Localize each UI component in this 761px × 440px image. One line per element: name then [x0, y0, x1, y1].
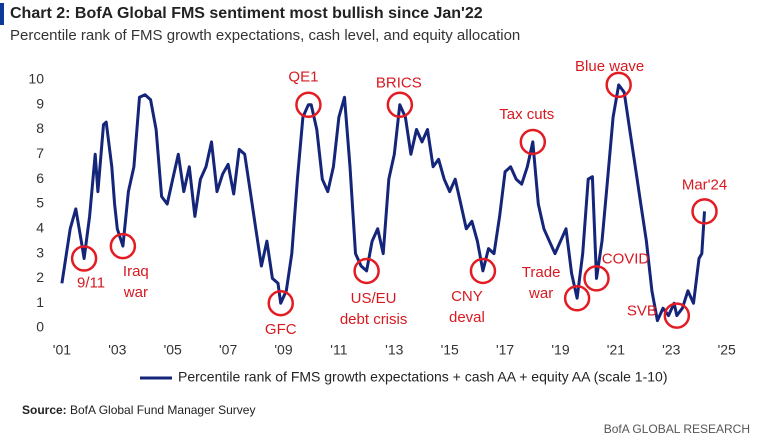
x-tick-label: '17: [496, 342, 514, 358]
y-tick-label: 10: [28, 71, 44, 87]
x-tick-label: '07: [219, 342, 237, 358]
annotation: BRICS: [376, 75, 422, 92]
annotation-circle: [267, 289, 294, 317]
x-tick-label: '05: [164, 342, 182, 358]
series-line: [60, 83, 706, 323]
source-label: Source:: [22, 403, 67, 417]
annotation-circle: [663, 302, 691, 329]
annotation: GFC: [265, 321, 297, 338]
annotation-circle: [583, 265, 610, 292]
x-tick-label: '25: [718, 342, 736, 358]
y-tick-label: 8: [36, 120, 44, 136]
y-tick-label: 0: [36, 319, 44, 335]
annotation: 9/11: [77, 275, 105, 292]
x-tick-label: '21: [607, 342, 625, 358]
annotation-circle: [295, 91, 322, 118]
annotation-circle: [353, 257, 380, 285]
annotation: Trade: [522, 264, 561, 281]
y-tick-label: 3: [36, 244, 44, 260]
x-tick-label: '01: [53, 342, 71, 358]
annotation: war: [528, 285, 553, 302]
annotation: deval: [449, 309, 485, 326]
annotation: Mar'24: [682, 176, 727, 193]
x-tick-label: '15: [441, 342, 459, 358]
annotation-circle: [691, 198, 718, 225]
chart-title: Chart 2: BofA Global FMS sentiment most …: [10, 5, 483, 22]
source: BofA Global Fund Manager Survey: [70, 403, 255, 417]
annotation: CNY: [451, 288, 483, 305]
y-tick-label: 9: [36, 95, 44, 111]
annotation: SVB: [627, 303, 657, 320]
x-tick-label: '11: [330, 342, 347, 358]
annotation-circle: [70, 245, 98, 272]
annotation-circle: [109, 232, 137, 260]
chart-subtitle: Percentile rank of FMS growth expectatio…: [10, 27, 520, 44]
x-tick-label: '13: [385, 342, 403, 358]
y-tick-label: 6: [36, 170, 44, 186]
x-tick-label: '19: [551, 342, 569, 358]
annotation-circle: [469, 257, 497, 285]
x-tick-label: '09: [274, 342, 292, 358]
annotation-circle: [563, 284, 591, 312]
y-tick-label: 5: [36, 195, 44, 211]
x-tick-label: '03: [108, 342, 126, 358]
legend-label: Percentile rank of FMS growth expectatio…: [178, 369, 667, 385]
annotation: Tax cuts: [499, 106, 554, 123]
annotation-circle: [519, 128, 547, 156]
y-tick-label: 2: [36, 269, 44, 285]
annotation: QE1: [288, 69, 318, 86]
annotation-circle: [386, 91, 414, 118]
y-tick-label: 7: [36, 145, 44, 161]
annotation-circle: [605, 71, 632, 99]
annotation: US/EU: [351, 290, 397, 307]
footer: BofA GLOBAL RESEARCH: [604, 422, 750, 436]
annotation: COVID: [602, 250, 650, 267]
annotation: debt crisis: [340, 311, 408, 328]
annotation: war: [123, 284, 148, 301]
y-tick-label: 4: [36, 219, 44, 235]
title-bar: [0, 3, 4, 25]
y-tick-label: 1: [36, 294, 44, 310]
annotation: Iraq: [123, 263, 149, 280]
x-tick-label: '23: [662, 342, 680, 358]
annotation: Blue wave: [575, 58, 644, 75]
